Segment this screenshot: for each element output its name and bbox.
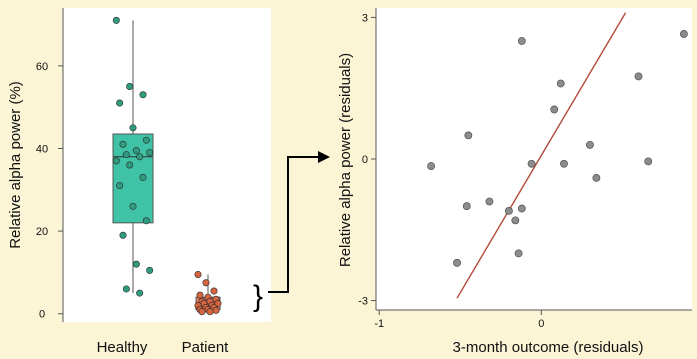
data-point-healthy <box>139 91 147 99</box>
data-point-healthy <box>142 217 150 225</box>
scatter-x-label: 3-month outcome (residuals) <box>453 339 644 356</box>
scatter-ticks: 30-3-101 <box>358 12 544 330</box>
data-point-healthy <box>146 266 154 274</box>
data-point-healthy <box>129 124 137 132</box>
data-point-healthy <box>126 161 134 169</box>
scatter-marks <box>427 12 688 299</box>
scatter-point <box>517 37 526 45</box>
data-point-patient <box>206 308 214 316</box>
category-label-patient: Patient <box>182 339 230 356</box>
data-point-patient <box>202 279 210 287</box>
data-point-healthy <box>112 157 120 165</box>
scatter-point <box>644 157 653 166</box>
data-point-healthy <box>119 231 127 239</box>
scatter-point <box>679 30 688 38</box>
data-point-patient <box>194 270 202 278</box>
scatter-panel <box>376 8 692 310</box>
data-point-patient <box>198 308 206 316</box>
scatter-y-label: Relative alpha power (residuals) <box>337 53 354 267</box>
data-point-healthy <box>132 147 140 155</box>
bracket-symbol: } <box>253 280 263 313</box>
scatter-point <box>514 249 523 258</box>
connector-arrow <box>268 156 320 293</box>
scatter-point <box>527 159 536 168</box>
y-tick-label: 0 <box>39 309 45 321</box>
scatter-x-tick-label: -1 <box>374 318 384 330</box>
data-point-healthy <box>122 285 130 293</box>
scatter-point <box>462 202 471 211</box>
data-point-patient <box>196 291 204 299</box>
data-point-healthy <box>112 16 120 24</box>
data-point-healthy <box>146 149 154 157</box>
scatter-point <box>550 105 559 114</box>
connector-arrowhead <box>318 151 330 163</box>
regression-line <box>456 12 627 299</box>
y-tick-label: 60 <box>36 61 48 73</box>
scatter-point <box>517 204 526 213</box>
scatter-point <box>453 258 461 267</box>
scatter-point <box>586 140 594 149</box>
scatter-point <box>556 79 565 88</box>
scatter-point <box>504 207 513 215</box>
boxplot-marks <box>112 16 222 316</box>
data-point-healthy <box>126 83 134 91</box>
y-tick-label: 40 <box>36 143 48 155</box>
data-point-healthy <box>136 153 144 161</box>
scatter-point <box>592 173 601 182</box>
data-point-healthy <box>129 202 137 210</box>
data-point-healthy <box>122 151 130 159</box>
scatter-point <box>485 197 494 206</box>
scatter-point <box>427 162 435 170</box>
category-label-healthy: Healthy <box>97 339 148 356</box>
boxplot-y-label: Relative alpha power (%) <box>7 81 24 249</box>
boxplot-y-ticks: 0 20 40 60 <box>36 61 63 321</box>
scatter-point <box>464 131 473 140</box>
data-point-healthy <box>116 99 124 107</box>
scatter-y-tick-label: -3 <box>358 296 368 308</box>
data-point-healthy <box>119 140 127 148</box>
scatter-point <box>511 216 520 225</box>
data-point-healthy <box>136 289 144 297</box>
data-point-healthy <box>116 182 124 190</box>
scatter-point <box>634 72 643 81</box>
y-tick-label: 20 <box>36 226 48 238</box>
scatter-y-tick-label: 0 <box>362 154 368 166</box>
scatter-y-tick-label: 3 <box>362 12 368 24</box>
scatter-x-tick-label: 0 <box>538 318 544 330</box>
boxplot-panel <box>63 8 271 322</box>
data-point-patient <box>212 306 220 314</box>
data-point-healthy <box>139 173 147 181</box>
data-point-healthy <box>132 260 140 268</box>
scatter-point <box>560 159 568 168</box>
data-point-healthy <box>142 136 150 144</box>
data-point-patient <box>210 287 218 295</box>
